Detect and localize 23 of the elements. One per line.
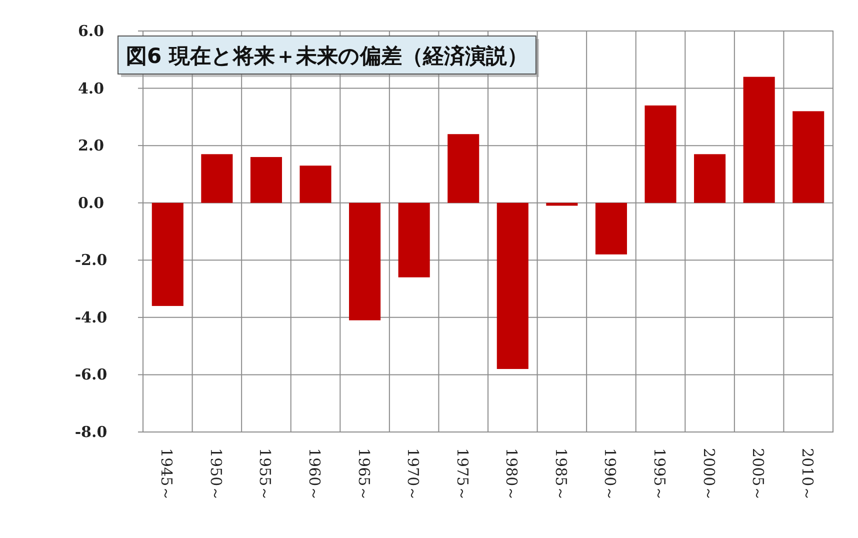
x-tick-label: 1965～ [354, 448, 373, 502]
y-tick-label: -6.0 [74, 366, 108, 384]
y-tick-label: 2.0 [78, 136, 104, 155]
title: 図6 現在と将来＋未来の偏差（経済演説） [118, 36, 539, 77]
y-tick-label: -4.0 [74, 308, 108, 326]
y-tick-label: -2.0 [74, 251, 108, 270]
x-tick-label: 1950～ [206, 448, 225, 502]
y-tick-label: -8.0 [74, 423, 108, 441]
x-tick-label: 1990～ [601, 448, 620, 502]
x-tick-label: 1975～ [453, 448, 472, 502]
x-tick-label: 2010～ [798, 448, 816, 502]
y-tick-label: 4.0 [78, 79, 104, 98]
x-tick-label: 1955～ [256, 448, 274, 502]
x-tick-label: 1980～ [502, 448, 521, 502]
x-tick-label: 1960～ [306, 448, 324, 502]
y-tick-label: 6.0 [78, 22, 104, 40]
x-tick-label: 1970～ [404, 448, 422, 502]
x-tick-label: 1985～ [552, 448, 570, 502]
x-tick-label: 2000～ [700, 448, 718, 502]
x-tick-label: 1945～ [158, 448, 176, 502]
x-tick-label: 1995～ [650, 448, 668, 502]
y-tick-label: 0.0 [78, 194, 104, 212]
x-tick-label: 2005～ [749, 448, 768, 502]
